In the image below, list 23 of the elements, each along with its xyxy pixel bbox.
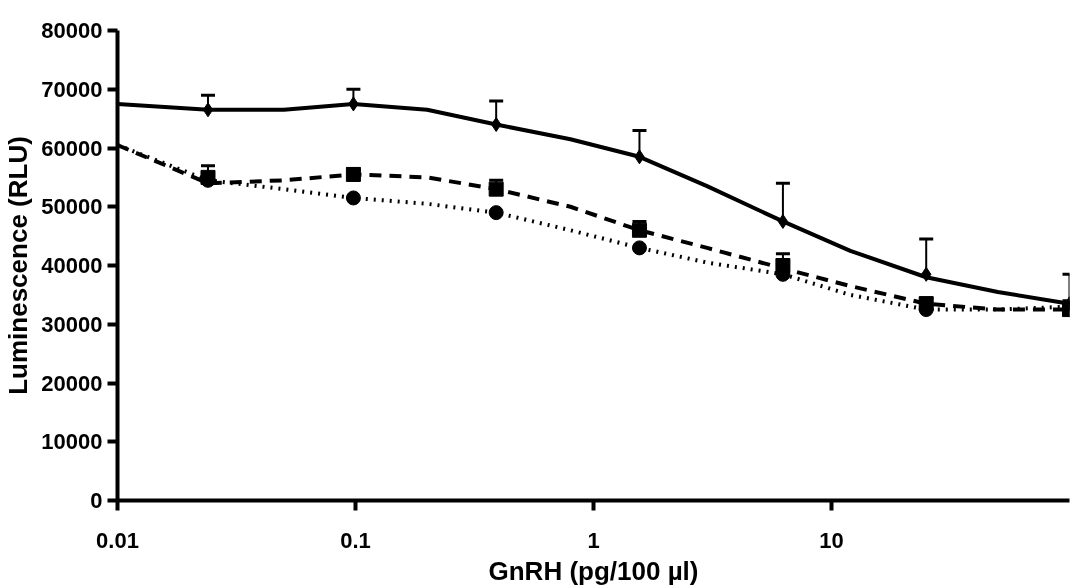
y-tick-label: 0 [90, 488, 103, 513]
x-tick-label: 0.01 [96, 527, 139, 553]
x-tick-label: 1 [587, 527, 600, 553]
x-tick-label: 10 [819, 527, 844, 553]
y-tick-label: 50000 [41, 194, 103, 220]
y-tick-label: 80000 [41, 18, 103, 43]
point [488, 205, 504, 221]
y-tick-label: 20000 [41, 370, 103, 396]
point [777, 213, 789, 229]
y-tick-label: 10000 [41, 429, 103, 455]
y-tick-label: 60000 [41, 135, 103, 161]
y-tick-label: 30000 [41, 311, 103, 337]
point [202, 102, 214, 118]
y-axis-title: Luminescence (RLU) [3, 136, 34, 395]
x-axis-title: GnRH (pg/100 µl) [488, 555, 699, 586]
point [631, 240, 647, 256]
y-tick-label: 40000 [41, 253, 103, 278]
point [491, 117, 502, 132]
point [631, 222, 647, 238]
point [488, 181, 504, 197]
x-tick-label: 0.1 [340, 527, 371, 553]
y-tick-label: 70000 [41, 76, 103, 102]
point [345, 190, 361, 206]
